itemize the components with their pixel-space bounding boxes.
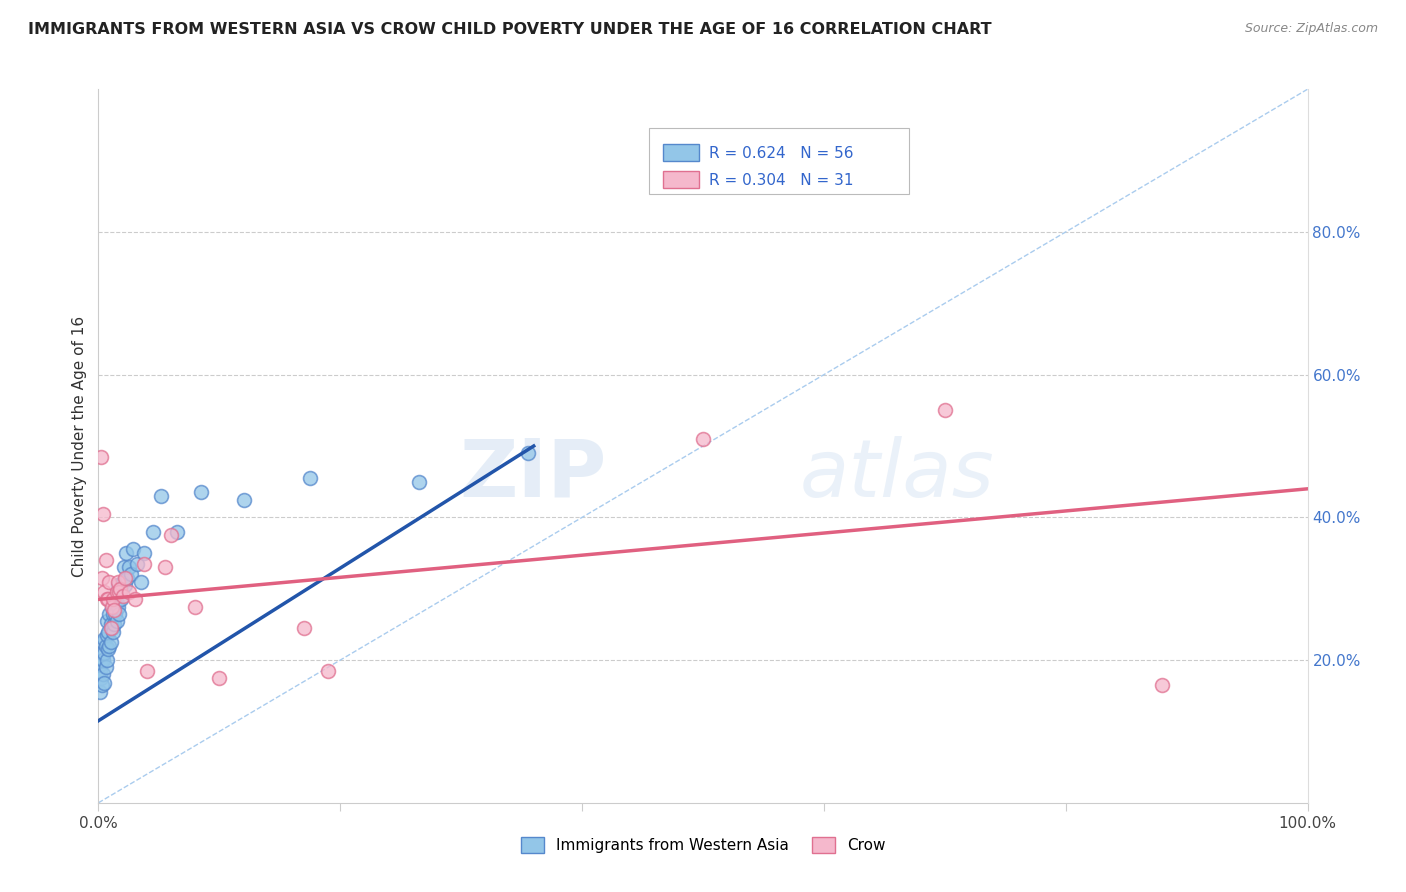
Point [97, 624, 120, 639]
Point [91, 678, 114, 692]
Point [98, 574, 121, 589]
Point [142, 524, 165, 539]
Point [105, 585, 128, 599]
Point [100, 635, 122, 649]
Point [166, 524, 188, 539]
Point [114, 578, 136, 592]
Point [93, 646, 115, 660]
Point [516, 446, 538, 460]
Point [292, 621, 315, 635]
Point [190, 485, 212, 500]
Point [108, 582, 131, 596]
Point [124, 592, 146, 607]
Point [117, 571, 139, 585]
Point [692, 432, 714, 446]
Point [408, 475, 430, 489]
Point [93, 676, 115, 690]
Point [118, 585, 141, 599]
Point [299, 471, 322, 485]
Point [110, 592, 132, 607]
Point [100, 621, 122, 635]
Point [96, 653, 118, 667]
Point [111, 574, 134, 589]
Text: R = 0.624   N = 56: R = 0.624 N = 56 [709, 145, 853, 161]
Point [103, 592, 125, 607]
Point [90, 657, 112, 671]
Point [94, 553, 117, 567]
Point [111, 589, 134, 603]
Point [94, 639, 117, 653]
Point [100, 617, 122, 632]
Point [100, 599, 122, 614]
Point [105, 614, 128, 628]
Point [90, 671, 112, 685]
Point [108, 585, 131, 599]
Point [112, 560, 135, 574]
Point [91, 571, 114, 585]
Point [101, 607, 124, 621]
Point [91, 653, 114, 667]
Point [96, 592, 118, 607]
Point [134, 546, 156, 560]
Point [135, 664, 157, 678]
Point [1152, 678, 1174, 692]
Point [97, 642, 120, 657]
Point [103, 603, 125, 617]
Point [150, 489, 173, 503]
Bar [664, 171, 699, 188]
Point [108, 585, 131, 599]
Text: atlas: atlas [800, 435, 994, 514]
Point [91, 635, 114, 649]
Point [160, 528, 183, 542]
Point [107, 574, 129, 589]
Point [104, 607, 127, 621]
Point [89, 685, 111, 699]
Point [91, 667, 114, 681]
Point [94, 660, 117, 674]
Point [98, 607, 121, 621]
Point [122, 542, 145, 557]
Point [114, 571, 136, 585]
Point [89, 664, 111, 678]
Point [101, 624, 124, 639]
Point [107, 599, 129, 614]
Point [127, 557, 149, 571]
FancyBboxPatch shape [648, 128, 908, 194]
Point [184, 599, 207, 614]
Point [105, 596, 128, 610]
Point [316, 664, 339, 678]
Point [120, 567, 142, 582]
Point [108, 607, 131, 621]
Text: R = 0.304   N = 31: R = 0.304 N = 31 [709, 173, 853, 187]
Point [101, 592, 124, 607]
Point [232, 492, 254, 507]
Point [208, 671, 231, 685]
Point [91, 646, 114, 660]
Point [129, 574, 152, 589]
Point [96, 614, 118, 628]
Point [107, 578, 129, 592]
Point [93, 632, 115, 646]
Point [118, 560, 141, 574]
Text: Source: ZipAtlas.com: Source: ZipAtlas.com [1244, 22, 1378, 36]
Point [100, 599, 122, 614]
Point [934, 403, 956, 417]
Point [115, 546, 138, 560]
Point [91, 507, 114, 521]
Point [97, 592, 120, 607]
Point [103, 617, 125, 632]
Point [153, 560, 176, 574]
Point [134, 557, 156, 571]
Bar [664, 145, 699, 161]
Point [90, 450, 112, 464]
Point [100, 621, 122, 635]
Y-axis label: Child Poverty Under the Age of 16: Child Poverty Under the Age of 16 [72, 316, 87, 576]
Text: ZIP: ZIP [458, 435, 606, 514]
Text: IMMIGRANTS FROM WESTERN ASIA VS CROW CHILD POVERTY UNDER THE AGE OF 16 CORRELATI: IMMIGRANTS FROM WESTERN ASIA VS CROW CHI… [28, 22, 991, 37]
Point [93, 585, 115, 599]
Point [96, 628, 118, 642]
Legend: Immigrants from Western Asia, Crow: Immigrants from Western Asia, Crow [515, 831, 891, 859]
Point [98, 639, 121, 653]
